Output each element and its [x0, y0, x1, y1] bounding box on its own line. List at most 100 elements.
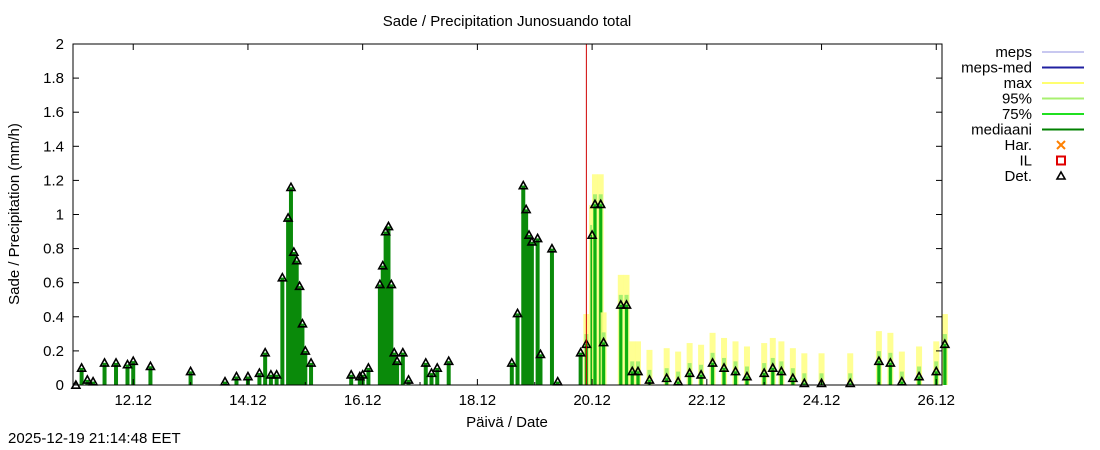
x-tick-label: 26.12	[917, 392, 955, 409]
median-bar	[619, 304, 623, 385]
median-bar	[297, 286, 302, 385]
det-marker	[388, 346, 400, 357]
median-bar	[380, 265, 385, 385]
median-bar	[188, 371, 193, 385]
y-tick-label: 0.6	[43, 275, 64, 292]
det-marker	[506, 357, 518, 367]
median-bar	[877, 361, 881, 385]
legend-label: mediaani	[971, 122, 1032, 139]
median-bar	[888, 362, 892, 385]
legend-label: 75%	[1002, 106, 1032, 123]
det-marker	[431, 362, 443, 372]
median-bar	[125, 364, 130, 385]
median-bar	[555, 381, 560, 385]
det-marker	[265, 369, 277, 379]
det-marker	[520, 203, 532, 214]
median-bar	[509, 362, 514, 385]
max-bar	[916, 346, 923, 385]
median-bar	[366, 367, 371, 385]
legend-label: 95%	[1002, 91, 1032, 108]
median-bar	[722, 367, 726, 385]
legend-label: max	[1004, 75, 1033, 92]
det-marker	[76, 362, 87, 372]
axes: 0 0.2 0.4 0.6 0.8 1 1.2 1.4 1.6 1.8 2 12.12 14.12 16.…	[43, 36, 955, 409]
median-bar	[79, 367, 84, 385]
median-bar	[91, 381, 96, 385]
det-marker	[589, 198, 601, 209]
det-marker	[684, 367, 695, 378]
median-bar	[268, 374, 273, 385]
max-bar	[818, 353, 825, 385]
det-marker	[873, 355, 885, 366]
x-tick-label: 14.12	[229, 392, 267, 409]
det-marker	[403, 374, 414, 384]
det-marker	[354, 370, 366, 381]
det-marker	[615, 299, 627, 309]
legend-swatch	[1056, 140, 1066, 150]
det-marker	[598, 336, 609, 347]
median-bar	[848, 383, 852, 385]
median-bar	[599, 204, 603, 385]
y-tick-label: 1	[56, 207, 64, 224]
det-marker	[145, 360, 156, 371]
det-marker	[621, 299, 632, 309]
legend-swatch	[1055, 170, 1067, 180]
median-bar	[549, 248, 554, 385]
median-bar	[943, 344, 947, 385]
chart-title: Sade / Precipitation Junosuando total	[383, 13, 632, 30]
median-bar	[538, 354, 543, 385]
det-marker	[695, 369, 707, 379]
median-bar	[688, 373, 692, 385]
det-marker	[299, 345, 311, 355]
x-axis-label: Päivä / Date	[466, 414, 548, 431]
max-bar	[789, 348, 796, 385]
det-marker	[99, 357, 110, 367]
median-bar	[263, 352, 268, 385]
max-bar	[675, 351, 682, 385]
median-bar	[734, 371, 738, 385]
legend-label: meps-med	[961, 60, 1032, 77]
y-tick-label: 0.4	[43, 309, 64, 326]
det-marker	[632, 365, 644, 376]
det-marker	[380, 225, 391, 236]
median-bar	[392, 352, 397, 385]
p95-bar	[664, 368, 669, 385]
det-marker	[575, 346, 586, 357]
det-marker	[81, 374, 93, 384]
median-bar	[762, 373, 766, 385]
plot-background	[73, 44, 942, 385]
det-marker	[707, 357, 718, 367]
median-bar	[636, 371, 640, 385]
median-bar	[294, 260, 299, 385]
max-bar	[646, 349, 653, 385]
median-bar	[386, 226, 391, 385]
median-bar	[779, 371, 783, 385]
det-marker	[345, 369, 357, 379]
y-tick-label: 0.8	[43, 241, 64, 258]
det-marker	[305, 357, 317, 367]
det-marker	[741, 370, 753, 381]
y-tick-label: 2	[56, 36, 64, 53]
p95-bar	[917, 366, 922, 385]
det-marker	[844, 377, 856, 388]
det-marker	[426, 367, 437, 378]
det-marker	[913, 370, 925, 381]
det-marker	[939, 338, 951, 349]
det-marker	[357, 369, 369, 379]
median-bar	[389, 284, 394, 385]
median-bar	[676, 381, 680, 385]
det-marker	[718, 362, 730, 372]
median-bar	[900, 381, 904, 385]
median-bar	[303, 350, 308, 385]
y-tick-label: 1.6	[43, 104, 64, 121]
median-bar	[524, 209, 529, 385]
det-marker	[282, 212, 294, 222]
legend-label: Har.	[1004, 137, 1032, 154]
det-marker	[767, 362, 779, 372]
median-bar	[917, 376, 921, 385]
det-marker	[297, 317, 308, 328]
x-tick-label: 12.12	[114, 392, 152, 409]
median-bar	[771, 367, 775, 385]
